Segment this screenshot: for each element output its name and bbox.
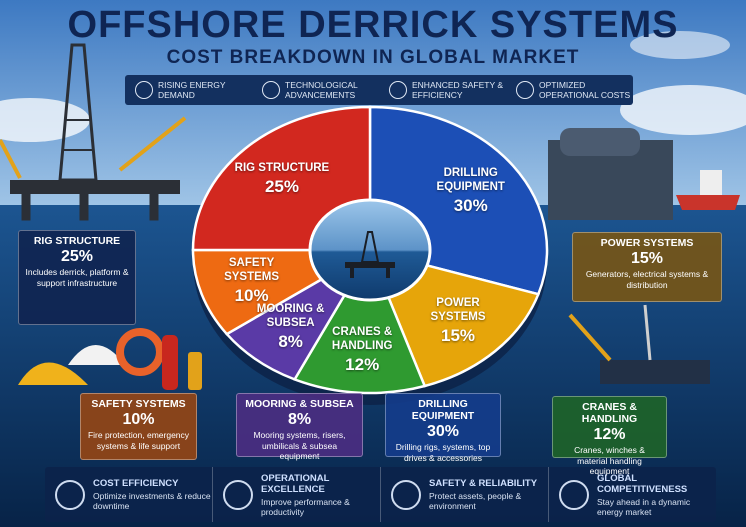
callout-value: 25% <box>60 248 94 265</box>
slice-value: 10% <box>234 286 269 306</box>
benefit-title: COST EFFICIENCY <box>93 478 179 489</box>
benefit-icon <box>55 479 85 510</box>
callout-value: 15% <box>630 250 664 267</box>
slice-value: 15% <box>441 326 476 346</box>
benefit-desc: Optimize investments & reduce downtime <box>93 491 211 511</box>
driver-text: OPTIMIZED OPERATIONAL COSTS <box>539 80 631 100</box>
callout-desc: Includes derrick, platform & support inf… <box>25 267 129 288</box>
callout-desc: Cranes, winches & material handling equi… <box>574 445 645 476</box>
subtitle: COST BREAKDOWN IN GLOBAL MARKET <box>166 47 580 68</box>
callout-desc: Mooring systems, risers, umbilicals & su… <box>253 430 346 461</box>
driver: ENHANCED SAFETY & EFFICIENCY <box>379 75 506 105</box>
benefits-bar: COST EFFICIENCY Optimize investments & re… <box>45 467 716 522</box>
benefit-text: COST EFFICIENCY Optimize investments & re… <box>93 478 212 511</box>
benefit-icon <box>391 479 421 510</box>
driver: OPTIMIZED OPERATIONAL COSTS <box>506 75 633 105</box>
slice-label: DRILLING EQUIPMENT 30% <box>423 166 519 216</box>
slice-value: 12% <box>345 355 380 375</box>
driver: RISING ENERGY DEMAND <box>125 75 252 105</box>
benefit-text: SAFETY & RELIABILITY Protect assets, peop… <box>429 478 548 511</box>
benefit-text: GLOBAL COMPETITIVENESS Stay ahead in a dy… <box>597 473 716 517</box>
benefit: COST EFFICIENCY Optimize investments & re… <box>45 467 213 522</box>
callout-title: POWER SYSTEMS <box>600 237 694 249</box>
callout-title: RIG STRUCTURE <box>33 235 121 247</box>
slice-value: 30% <box>453 195 488 215</box>
driver-icon <box>389 81 407 99</box>
benefit-icon <box>559 479 589 510</box>
benefit-title: GLOBAL COMPETITIVENESS <box>597 472 688 495</box>
callout: CRANES & HANDLING 12% Cranes, winches & ma… <box>552 396 667 476</box>
slice-value: 25% <box>264 176 299 196</box>
callout-title: SAFETY SYSTEMS <box>91 398 186 410</box>
donut-hole <box>308 198 432 302</box>
callout-desc: Drilling rigs, systems, top drives & acc… <box>395 442 491 463</box>
benefit: SAFETY & RELIABILITY Protect assets, peop… <box>381 467 549 522</box>
drivers-bar: RISING ENERGY DEMAND TECHNOLOGICAL ADVANC… <box>125 75 633 105</box>
slice-category: MOORING & SUBSEA <box>256 303 325 330</box>
callout: DRILLING EQUIPMENT 30% Drilling rigs, syst… <box>385 393 501 463</box>
benefit: GLOBAL COMPETITIVENESS Stay ahead in a dy… <box>549 467 716 522</box>
benefit-title: SAFETY & RELIABILITY <box>429 478 538 489</box>
callout: MOORING & SUBSEA 8% Mooring systems, riser… <box>236 393 363 461</box>
slice-category: POWER SYSTEMS <box>430 297 486 324</box>
callout: POWER SYSTEMS 15% Generators, electrical s… <box>572 232 722 302</box>
title: OFFSHORE DERRICK SYSTEMS <box>67 4 679 46</box>
benefit: OPERATIONAL EXCELLENCE Improve performanc… <box>213 467 381 522</box>
callout-desc: Fire protection, emergency systems & lif… <box>87 430 190 451</box>
callout: RIG STRUCTURE 25% Includes derrick, platfo… <box>18 230 136 325</box>
callout-title: MOORING & SUBSEA <box>245 398 354 410</box>
benefit-title: OPERATIONAL EXCELLENCE <box>261 472 330 495</box>
slice-value: 8% <box>278 332 303 352</box>
callout-value: 30% <box>426 423 460 440</box>
driver: TECHNOLOGICAL ADVANCEMENTS <box>252 75 379 105</box>
callout-value: 10% <box>122 411 155 428</box>
callout-value: 8% <box>287 411 312 428</box>
driver-icon <box>135 81 153 99</box>
driver-text: ENHANCED SAFETY & EFFICIENCY <box>412 80 504 100</box>
driver-icon <box>516 81 534 99</box>
driver-text: RISING ENERGY DEMAND <box>158 80 226 100</box>
driver-icon <box>262 81 280 99</box>
benefit-icon <box>223 479 253 510</box>
hole-rig <box>345 231 395 278</box>
callout-desc: Generators, electrical systems & distrib… <box>585 269 709 290</box>
slice-category: SAFETY SYSTEMS <box>224 257 280 284</box>
slice-label: POWER SYSTEMS 15% <box>410 296 506 346</box>
slice-label: MOORING & SUBSEA 8% <box>243 302 339 352</box>
benefit-desc: Improve performance & productivity <box>261 496 350 517</box>
slice-label: SAFETY SYSTEMS 10% <box>204 256 300 306</box>
benefit-desc: Protect assets, people & environment <box>429 491 522 511</box>
callout: SAFETY SYSTEMS 10% Fire protection, emerge… <box>80 393 197 460</box>
slice-category: CRANES & HANDLING <box>331 326 393 353</box>
benefit-desc: Stay ahead in a dynamic energy market <box>597 496 691 517</box>
callout-title: DRILLING EQUIPMENT <box>411 398 475 422</box>
slice-category: DRILLING EQUIPMENT <box>436 166 505 193</box>
slice-label: RIG STRUCTURE 25% <box>234 161 330 197</box>
slice-label: CRANES & HANDLING 12% <box>314 325 410 375</box>
slice-category: RIG STRUCTURE <box>234 161 330 174</box>
callout-title: CRANES & HANDLING <box>581 401 638 425</box>
benefit-text: OPERATIONAL EXCELLENCE Improve performanc… <box>261 473 380 517</box>
driver-text: TECHNOLOGICAL ADVANCEMENTS <box>285 80 358 100</box>
callout-value: 12% <box>593 426 626 443</box>
